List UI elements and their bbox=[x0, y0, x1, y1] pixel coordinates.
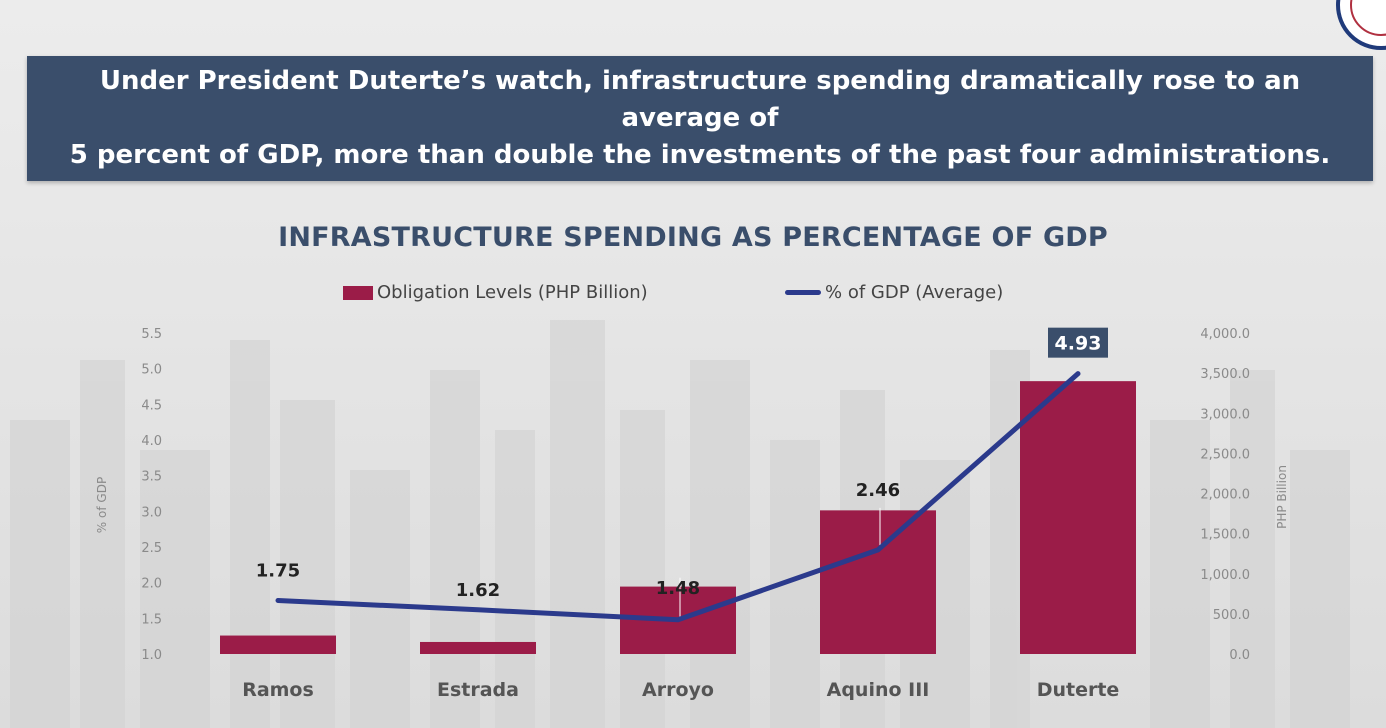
data-label-0: 1.75 bbox=[256, 561, 300, 582]
data-label-3: 2.46 bbox=[856, 480, 900, 501]
y-tick-right: 2,500.0 bbox=[1200, 447, 1250, 462]
x-category-label: Aquino III bbox=[827, 679, 930, 701]
y-tick-left: 5.5 bbox=[141, 327, 162, 342]
gdp-line bbox=[275, 371, 1081, 623]
y-tick-right: 2,000.0 bbox=[1200, 488, 1250, 503]
x-category-label: Arroyo bbox=[642, 679, 714, 701]
y-axis-label-left: % of GDP bbox=[95, 477, 109, 533]
highlight-label-box bbox=[1048, 327, 1108, 358]
y-tick-right: 500.0 bbox=[1213, 608, 1250, 623]
headline-line-1: Under President Duterte’s watch, infrast… bbox=[99, 66, 1301, 133]
data-label-2: 1.48 bbox=[656, 578, 700, 599]
legend-line-swatch bbox=[785, 290, 821, 295]
legend-bar-swatch bbox=[343, 285, 373, 300]
x-category-label: Duterte bbox=[1037, 679, 1120, 701]
y-tick-right: 3,500.0 bbox=[1200, 367, 1250, 382]
y-axis-label-right: PHP Billion bbox=[1275, 465, 1289, 529]
legend-item-gdp: % of GDP (Average) bbox=[785, 282, 1003, 303]
chart-title: INFRASTRUCTURE SPENDING AS PERCENTAGE OF… bbox=[278, 222, 1108, 253]
y-tick-left: 4.0 bbox=[141, 434, 162, 449]
x-category-label: Ramos bbox=[242, 679, 314, 701]
legend-item-obligation: Obligation Levels (PHP Billion) bbox=[343, 282, 648, 303]
y-tick-left: 1.0 bbox=[141, 648, 162, 663]
y-tick-right: 1,500.0 bbox=[1200, 528, 1250, 543]
legend-label-gdp: % of GDP (Average) bbox=[825, 282, 1004, 303]
y-tick-right: 3,000.0 bbox=[1200, 407, 1250, 422]
y-tick-right: 0.0 bbox=[1229, 648, 1250, 663]
chart-legend: Obligation Levels (PHP Billion) % of GDP… bbox=[0, 282, 1386, 308]
y-tick-left: 4.5 bbox=[141, 398, 162, 413]
bar-4 bbox=[1020, 381, 1136, 654]
bar-1 bbox=[420, 641, 536, 654]
headline-line-2: 5 percent of GDP, more than double the i… bbox=[69, 140, 1331, 170]
legend-label-obligation: Obligation Levels (PHP Billion) bbox=[377, 282, 648, 303]
y-tick-right: 1,000.0 bbox=[1200, 568, 1250, 583]
y-tick-left: 3.5 bbox=[141, 470, 162, 485]
y-tick-left: 5.0 bbox=[141, 363, 162, 378]
x-category-label: Estrada bbox=[437, 679, 519, 701]
y-tick-left: 1.5 bbox=[141, 612, 162, 627]
y-tick-right: 4,000.0 bbox=[1200, 327, 1250, 342]
y-tick-left: 3.0 bbox=[141, 505, 162, 520]
y-tick-left: 2.5 bbox=[141, 541, 162, 556]
data-label-4: 4.93 bbox=[1055, 333, 1102, 355]
headline-banner: Under President Duterte’s watch, infrast… bbox=[27, 56, 1373, 181]
bar-3 bbox=[820, 510, 936, 654]
city-skyline-background bbox=[10, 320, 1350, 728]
y-tick-left: 2.0 bbox=[141, 577, 162, 592]
bar-0 bbox=[220, 635, 336, 654]
data-label-1: 1.62 bbox=[456, 580, 500, 601]
